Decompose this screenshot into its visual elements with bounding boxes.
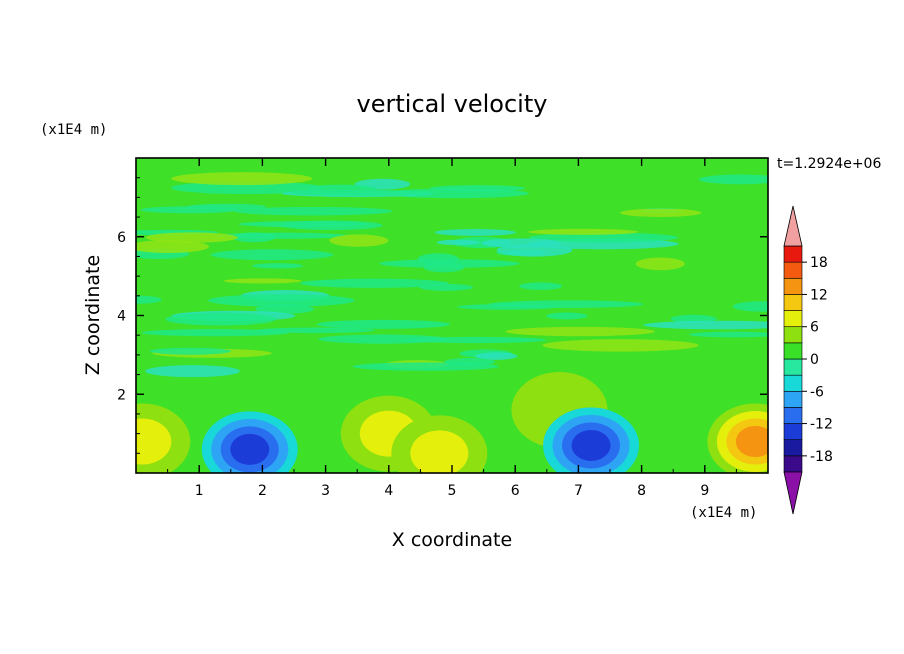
x-tick-label: 4: [384, 483, 393, 499]
field-streak: [698, 174, 768, 185]
time-label: t=1.2924e+06: [777, 156, 881, 172]
colorbar-band: [783, 358, 803, 376]
field-streak: [529, 232, 679, 243]
field-streak: [689, 331, 768, 338]
field-streak: [171, 172, 313, 186]
field-streak: [252, 263, 303, 269]
x-tick-label: 7: [574, 483, 583, 499]
x-axis: 1 2 3 4 5 6 7 8 9: [167, 158, 737, 499]
x-tick-label: 9: [700, 483, 709, 499]
x-unit-label: (x1E4 m): [690, 505, 757, 521]
field-streak: [318, 334, 448, 344]
feature-contour-6: [735, 426, 768, 457]
field-streak: [141, 329, 289, 337]
colorbar-band: [783, 277, 803, 295]
y-axis: 2 4 6: [117, 177, 768, 454]
field-streak: [670, 314, 717, 323]
field-streak: [187, 203, 267, 210]
colorbar-band: [783, 310, 803, 328]
field-streak: [528, 228, 639, 235]
feature-contour-3: [410, 430, 469, 473]
y-tick-label: 4: [117, 309, 126, 325]
x-tick-label: 3: [321, 483, 330, 499]
field-streak: [279, 220, 383, 231]
field-streak: [519, 282, 563, 290]
x-tick-label: 6: [511, 483, 520, 499]
x-tick-label: 1: [195, 483, 204, 499]
field-streak: [429, 185, 526, 192]
colorbar-over-arrow: [783, 205, 803, 247]
y-tick-label: 6: [117, 230, 126, 246]
field-streak: [732, 301, 768, 312]
x-axis-label: X coordinate: [392, 529, 512, 551]
colorbar-tick-label: -12: [810, 417, 833, 433]
field-streak: [300, 278, 449, 288]
field-streak: [136, 240, 210, 254]
field-streak: [329, 234, 389, 247]
field-streak: [436, 239, 480, 246]
field-streak: [210, 249, 334, 261]
colorbar-band: [783, 407, 803, 424]
chart-title: vertical velocity: [357, 90, 548, 118]
colorbar-band: [783, 294, 803, 311]
field-streak: [234, 206, 393, 216]
feature-contour-5: [571, 429, 611, 461]
field-streak: [145, 232, 238, 243]
field-streak: [306, 184, 378, 194]
colorbar-band: [783, 342, 803, 360]
colorbar-band: [783, 326, 803, 344]
feature-contour-1: [230, 433, 270, 465]
colorbar-tick-label: 6: [810, 320, 819, 336]
colorbar-band: [783, 455, 803, 473]
colorbar-tick-label: 0: [810, 352, 819, 368]
field-streak: [542, 339, 699, 352]
field-streak: [505, 326, 656, 337]
colorbar-tick-label: -18: [810, 449, 833, 465]
field-streak: [208, 294, 355, 307]
field-streak: [136, 295, 162, 304]
y-tick-label: 2: [117, 387, 126, 403]
colorbar-under-arrow: [783, 471, 803, 515]
x-tick-label: 8: [637, 483, 646, 499]
field-streak: [457, 304, 557, 310]
field-streak: [496, 243, 573, 257]
field-streak: [231, 232, 276, 243]
x-tick-label: 2: [258, 483, 267, 499]
contour-field: [136, 158, 768, 473]
feature-contour-0: [136, 418, 172, 465]
colorbar-tick-label: 18: [810, 255, 828, 271]
colorbar-band: [783, 423, 803, 441]
y-axis-label: Z coordinate: [82, 255, 104, 375]
colorbar: 18 12 6 0 -6 -12 -18: [783, 205, 833, 515]
colorbar-band: [783, 390, 803, 408]
colorbar-tick-label: 12: [810, 287, 828, 303]
field-streak: [423, 262, 465, 273]
field-streak: [417, 253, 459, 265]
colorbar-tick-label: -6: [810, 384, 824, 400]
field-streak: [444, 357, 496, 366]
field-streak: [620, 208, 702, 217]
field-streak: [316, 319, 451, 329]
colorbar-band: [783, 245, 803, 263]
x-tick-label: 5: [448, 483, 457, 499]
field-streak: [149, 347, 232, 355]
field-streak: [171, 181, 324, 195]
colorbar-band: [783, 374, 803, 392]
field-streak: [545, 312, 588, 320]
field-streak: [165, 312, 276, 326]
field-streak: [145, 365, 240, 378]
colorbar-band: [783, 439, 803, 457]
y-unit-label: (x1E4 m): [40, 122, 107, 138]
field-streak: [434, 228, 516, 236]
field-streak: [643, 320, 768, 330]
colorbar-band: [783, 261, 803, 279]
field-streak: [223, 278, 302, 284]
field-streak: [475, 352, 518, 360]
field-features: [136, 372, 768, 473]
field-bands: [136, 172, 768, 378]
field-streak: [635, 257, 685, 271]
